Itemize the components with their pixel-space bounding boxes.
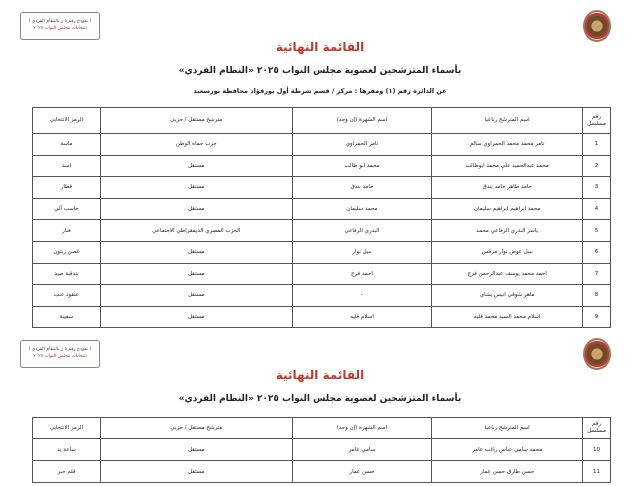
- cell-name: حسن طارق حسن عمار: [431, 460, 584, 483]
- col-affiliation: مترشح مستقل / حزبي: [99, 107, 293, 134]
- cell-nickname: البدري الرفاعي: [291, 219, 433, 242]
- cell-serial: 9: [582, 305, 611, 329]
- stamp-line: ( نموذج رقم ٥ ر بالنظام الفردي ): [28, 19, 92, 24]
- cell-nickname: اسلام قليه: [291, 305, 433, 329]
- page-subtitle: بأسماء المترشحين لعضوية مجلس النواب ٢٠٢٥…: [178, 66, 462, 76]
- cell-affiliation: مستقل: [99, 197, 293, 221]
- table-row: 1 تامر محمد محمد الحمزاوي سالم تامر الحمزا…: [32, 133, 611, 156]
- cell-symbol: ماسة: [32, 133, 101, 156]
- cell-name: احمد محمد يوسف عبدالرحمن فرج: [431, 262, 584, 286]
- cell-name: حامد طاهر حامد بندق: [431, 176, 584, 199]
- cell-name: اسلام محمد السيد محمد قليه: [431, 305, 584, 329]
- page-title: القائمة النهائية: [275, 368, 365, 382]
- cell-affiliation: مستقل: [99, 240, 293, 264]
- table-row: 9 اسلام محمد السيد محمد قليه اسلام قليه مست…: [32, 305, 611, 329]
- candidates-table: رقم مسلسل اسم المترشح رباعيا اسم الشهرة …: [32, 107, 611, 329]
- cell-nickname: احمد فرج: [291, 262, 433, 286]
- cell-name: نبيل عوض نوار مرقس: [431, 240, 584, 264]
- candidates-table: رقم مسلسل اسم المترشح رباعيا اسم الشهرة …: [32, 417, 611, 483]
- page-title: القائمة النهائية: [275, 40, 365, 54]
- cell-nickname: تامر الحمزاوي: [291, 133, 433, 156]
- cell-symbol: بندقية صيد: [32, 262, 101, 286]
- page-subtitle: بأسماء المترشحين لعضوية مجلس النواب ٢٠٢٥…: [178, 394, 462, 404]
- stamp-line: ( نموذج رقم ٥ ر بالنظام الفردي ): [28, 347, 92, 352]
- cell-symbol: قلم حبر: [32, 460, 101, 483]
- cell-affiliation: مستقل: [99, 438, 293, 461]
- cell-serial: 11: [582, 460, 611, 483]
- cell-nickname: حامد بندق: [291, 176, 433, 199]
- cell-name: محمد عبدالحميد علي محمد ابوطالب: [431, 154, 584, 178]
- cell-name: تامر محمد محمد الحمزاوي سالم: [431, 133, 584, 156]
- table-row: 8 ماهر شوقي انيس بشاي - مستقل عنقود عنب: [32, 284, 611, 307]
- cell-nickname: سامي عامر: [291, 438, 433, 461]
- cell-symbol: ساعة يد: [32, 438, 101, 461]
- egypt-eagle-logo-icon: [583, 10, 611, 42]
- col-symbol: الرمز الانتخابي: [32, 107, 101, 134]
- cell-serial: 4: [582, 197, 611, 221]
- cell-symbol: عنقود عنب: [32, 284, 101, 307]
- cell-name: ماهر شوقي انيس بشاي: [431, 284, 584, 307]
- form-stamp: ( نموذج رقم ٥ ر بالنظام الفردي ) انتخابات…: [20, 340, 100, 368]
- table-row: 5 ياسر البدري الرفاعي محمد البدري الرفاعي ا…: [32, 219, 611, 242]
- cell-nickname: محمد سليمان: [291, 197, 433, 221]
- cell-name: محمد سامي عباس راغب عامر: [431, 438, 584, 461]
- table-row: 4 محمد ابراهيم ابراهيم سليمان محمد سليمان م…: [32, 197, 611, 221]
- col-name: اسم المترشح رباعيا: [431, 417, 584, 439]
- cell-affiliation: مستقل: [99, 460, 293, 483]
- cell-serial: 5: [582, 219, 611, 242]
- cell-symbol: سفينة: [32, 305, 101, 329]
- cell-serial: 10: [582, 438, 611, 461]
- cell-nickname: نبيل نوار: [291, 240, 433, 264]
- district-info: عن الدائرة رقم (١) ومقرها : مركز / قسم ش…: [193, 87, 447, 95]
- cell-serial: 2: [582, 154, 611, 178]
- cell-serial: 8: [582, 284, 611, 307]
- col-nickname: اسم الشهرة (إن وجد): [291, 417, 433, 439]
- col-name: اسم المترشح رباعيا: [431, 107, 584, 134]
- cell-affiliation: الحزب المصري الديمقراطي الاجتماعي: [99, 219, 293, 242]
- cell-symbol: اسد: [32, 154, 101, 178]
- cell-symbol: حاسب آلي: [32, 197, 101, 221]
- cell-affiliation: مستقل: [99, 262, 293, 286]
- cell-symbol: غصن زيتون: [32, 240, 101, 264]
- table-row: 6 نبيل عوض نوار مرقس نبيل نوار مستقل غصن زيت…: [32, 240, 611, 264]
- cell-affiliation: مستقل: [99, 305, 293, 329]
- col-affiliation: مترشح مستقل / حزبي: [99, 417, 293, 439]
- cell-serial: 1: [582, 133, 611, 156]
- cell-name: ياسر البدري الرفاعي محمد: [431, 219, 584, 242]
- col-nickname: اسم الشهرة (إن وجد): [291, 107, 433, 134]
- table-header: رقم مسلسل اسم المترشح رباعيا اسم الشهرة …: [32, 417, 611, 439]
- cell-affiliation: مستقل: [99, 284, 293, 307]
- cell-serial: 6: [582, 240, 611, 264]
- col-serial: رقم مسلسل: [582, 417, 611, 439]
- cell-name: محمد ابراهيم ابراهيم سليمان: [431, 197, 584, 221]
- egypt-eagle-logo-icon: [583, 338, 611, 370]
- stamp-line: انتخابات مجلس النواب ٢٠٢٥: [33, 26, 87, 31]
- table-row: 2 محمد عبدالحميد علي محمد ابوطالب محمد ابو…: [32, 154, 611, 178]
- cell-serial: 3: [582, 176, 611, 199]
- cell-nickname: -: [291, 284, 433, 307]
- stamp-line: انتخابات مجلس النواب ٢٠٢٥: [33, 354, 87, 359]
- col-serial: رقم مسلسل: [582, 107, 611, 134]
- col-symbol: الرمز الانتخابي: [32, 417, 101, 439]
- cell-serial: 7: [582, 262, 611, 286]
- cell-affiliation: حزب حماة الوطن: [99, 133, 293, 156]
- cell-affiliation: مستقل: [99, 154, 293, 178]
- cell-symbol: فنار: [32, 219, 101, 242]
- table-row: 3 حامد طاهر حامد بندق حامد بندق مستقل قطار: [32, 176, 611, 199]
- table-header: رقم مسلسل اسم المترشح رباعيا اسم الشهرة …: [32, 107, 611, 134]
- cell-symbol: قطار: [32, 176, 101, 199]
- table-row: 10 محمد سامي عباس راغب عامر سامي عامر مستقل…: [32, 438, 611, 461]
- cell-nickname: محمد ابو طالب: [291, 154, 433, 178]
- form-stamp: ( نموذج رقم ٥ ر بالنظام الفردي ) انتخابات…: [20, 12, 100, 40]
- table-row: 7 احمد محمد يوسف عبدالرحمن فرج احمد فرج مست…: [32, 262, 611, 286]
- table-row: 11 حسن طارق حسن عمار حسن عمار مستقل قلم حبر: [32, 460, 611, 483]
- cell-nickname: حسن عمار: [291, 460, 433, 483]
- cell-affiliation: مستقل: [99, 176, 293, 199]
